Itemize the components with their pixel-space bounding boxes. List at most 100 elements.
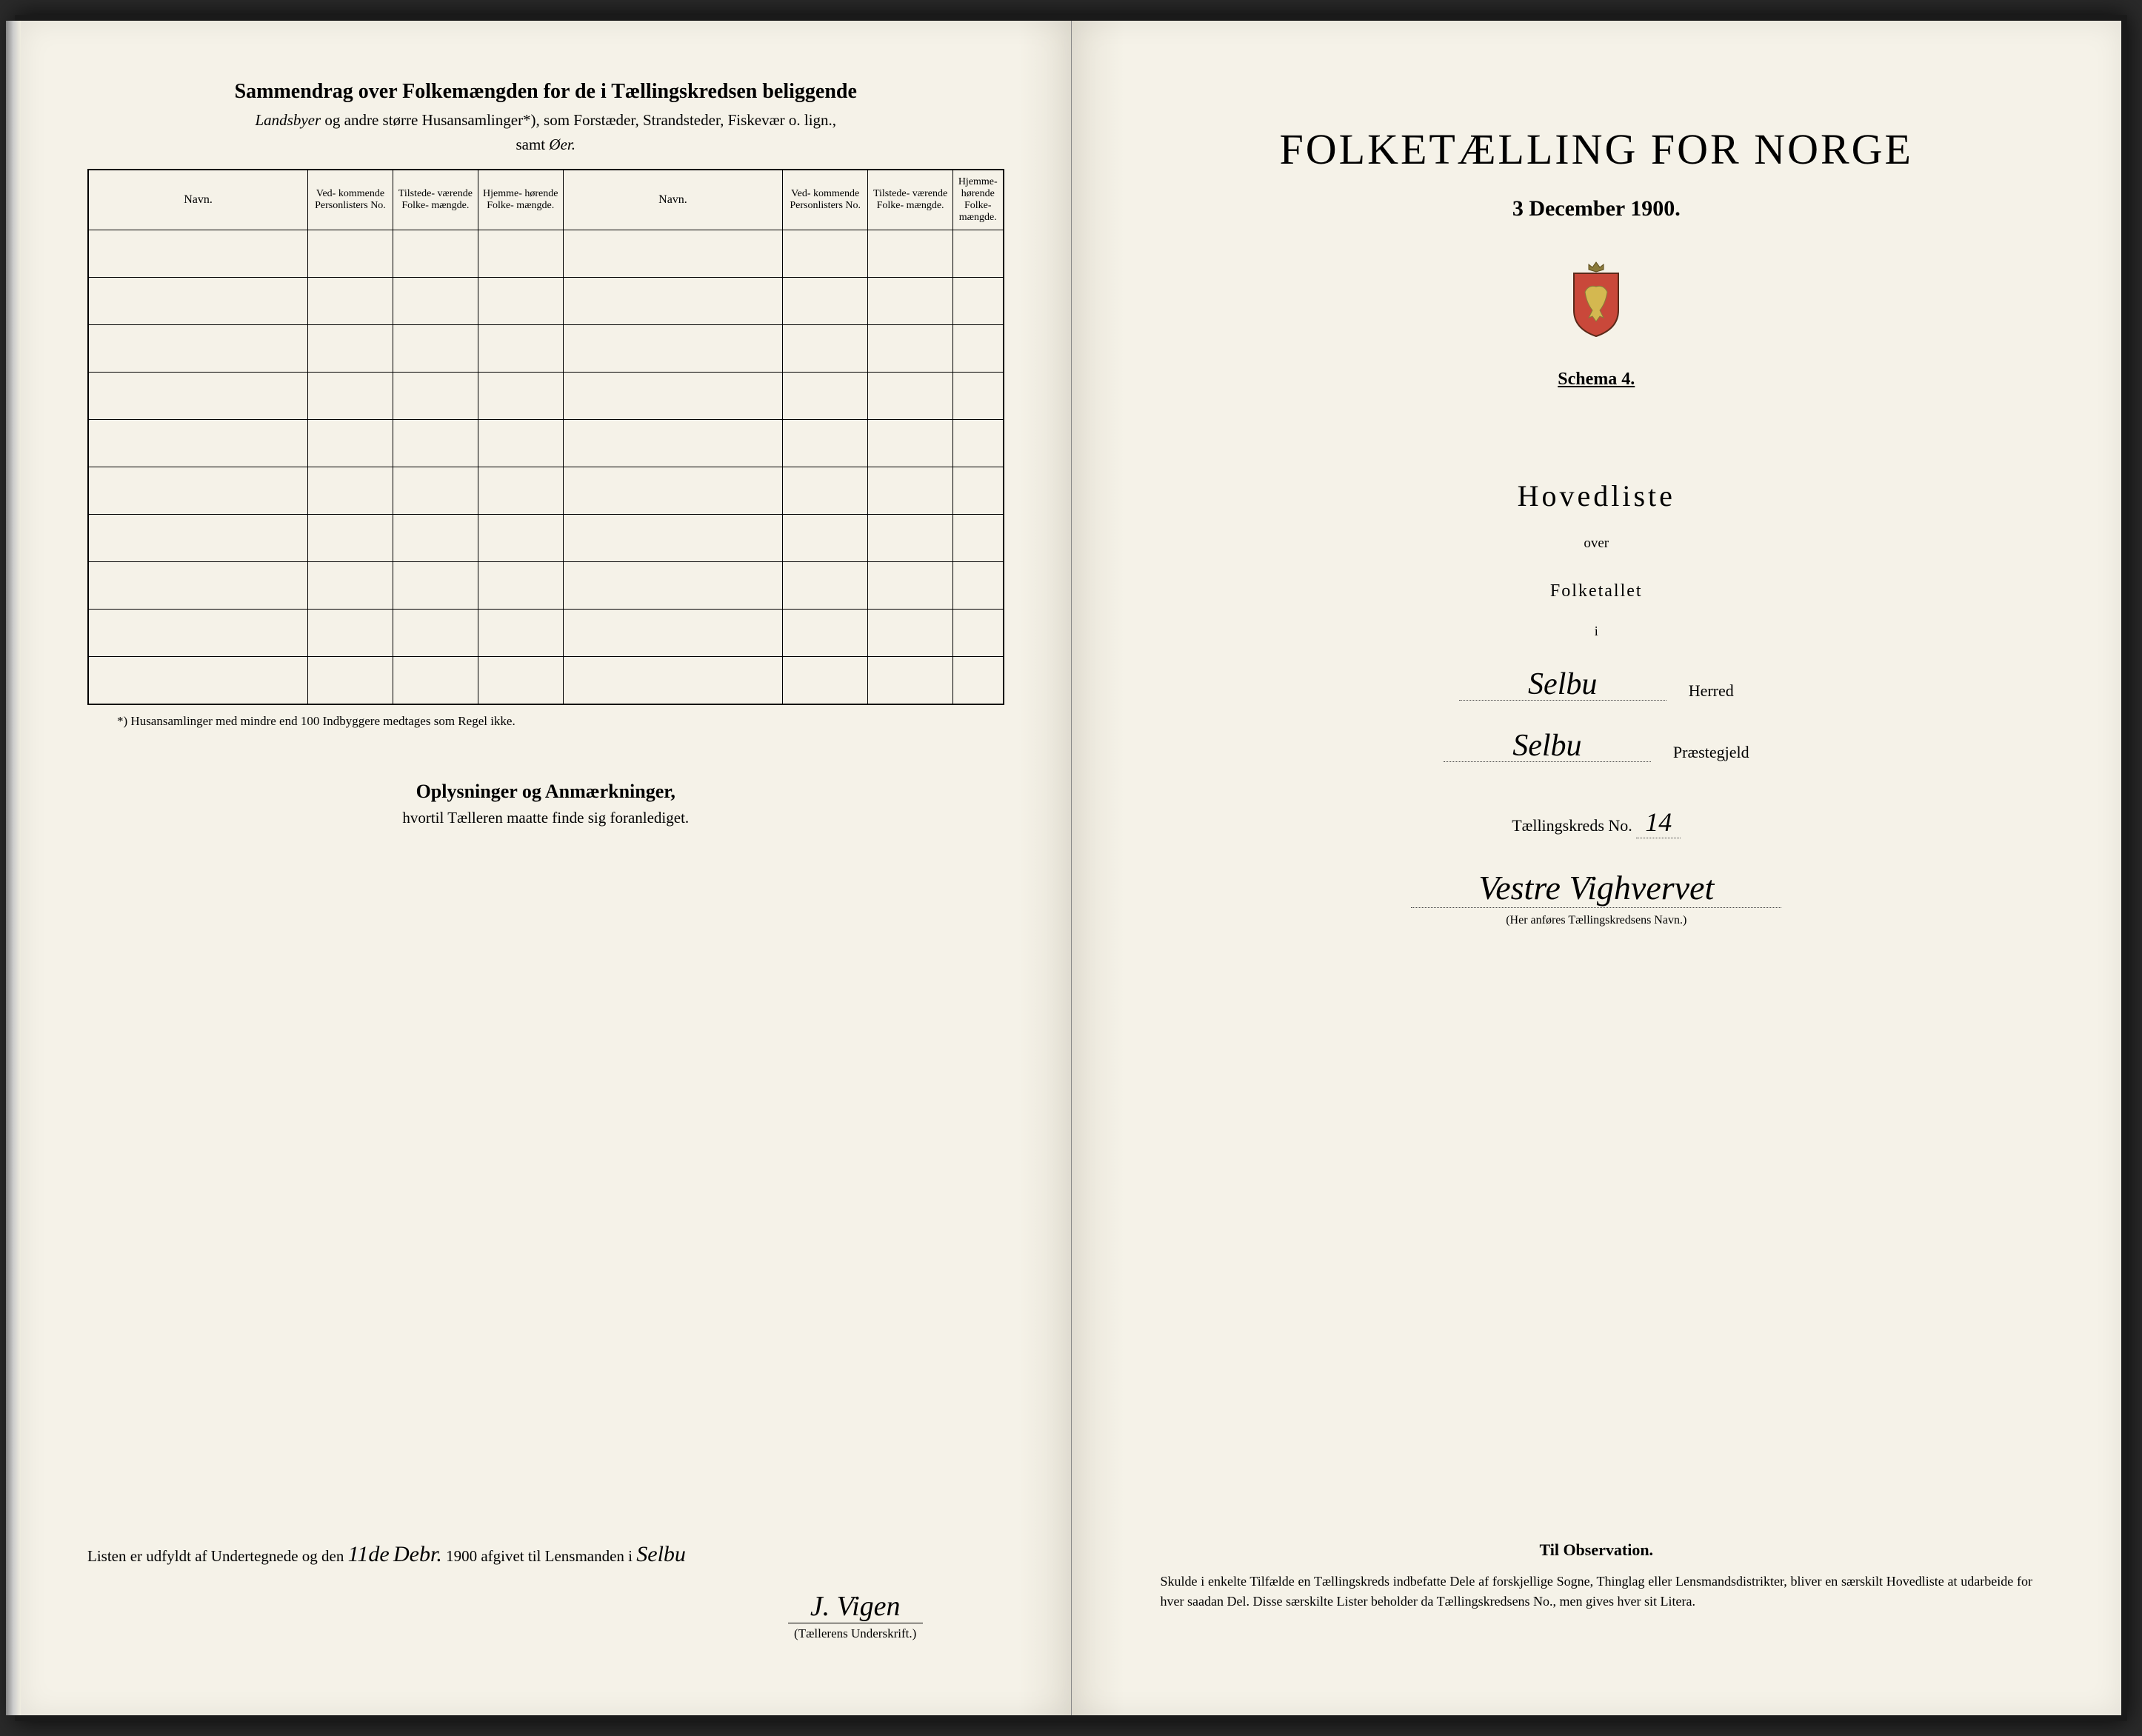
table-cell xyxy=(393,515,478,562)
kreds-prefix: Tællingskreds No. xyxy=(1512,816,1636,835)
table-cell xyxy=(783,278,868,325)
schema-label: Schema 4. xyxy=(1138,370,2055,390)
left-subtitle-2: samt Øer. xyxy=(87,136,1004,154)
table-cell xyxy=(478,467,563,515)
table-cell xyxy=(868,278,953,325)
table-cell xyxy=(88,562,308,610)
table-cell xyxy=(953,657,1004,704)
table-row xyxy=(88,515,1004,562)
table-cell xyxy=(563,230,783,278)
table-cell xyxy=(783,420,868,467)
bottom-attestation: Listen er udfyldt af Undertegnede og den… xyxy=(87,1542,1004,1567)
census-date: 3 December 1900. xyxy=(1138,196,2055,221)
table-row xyxy=(88,610,1004,657)
table-cell xyxy=(308,467,393,515)
herred-value: Selbu xyxy=(1459,669,1666,701)
table-cell xyxy=(478,420,563,467)
table-cell xyxy=(88,420,308,467)
table-cell xyxy=(783,230,868,278)
table-row xyxy=(88,230,1004,278)
table-cell xyxy=(308,373,393,420)
th-navn-2: Navn. xyxy=(563,170,783,230)
table-cell xyxy=(393,420,478,467)
table-cell xyxy=(308,230,393,278)
coat-of-arms-icon xyxy=(1563,258,1629,340)
bottom-day: 11de xyxy=(348,1542,390,1566)
table-cell xyxy=(868,657,953,704)
table-cell xyxy=(478,325,563,373)
subtitle-plain: og andre større Husansamlinger*), som Fo… xyxy=(321,111,836,129)
table-cell xyxy=(783,515,868,562)
table-cell xyxy=(393,278,478,325)
table-cell xyxy=(308,325,393,373)
table-cell xyxy=(868,420,953,467)
right-content: FOLKETÆLLING FOR NORGE 3 December 1900. … xyxy=(1138,80,2055,927)
table-cell xyxy=(88,278,308,325)
table-row xyxy=(88,278,1004,325)
table-row xyxy=(88,562,1004,610)
table-cell xyxy=(953,373,1004,420)
table-cell xyxy=(478,657,563,704)
kreds-note: (Her anføres Tællingskredsens Navn.) xyxy=(1138,914,2055,927)
subtitle-italic: Landsbyer xyxy=(255,111,321,129)
table-cell xyxy=(868,230,953,278)
bottom-month: Debr. xyxy=(393,1542,442,1566)
table-cell xyxy=(953,467,1004,515)
table-cell xyxy=(563,373,783,420)
table-cell xyxy=(563,420,783,467)
table-cell xyxy=(88,515,308,562)
footnote: *) Husansamlinger med mindre end 100 Ind… xyxy=(117,714,1004,729)
table-cell xyxy=(563,657,783,704)
table-cell xyxy=(783,325,868,373)
table-row xyxy=(88,657,1004,704)
table-row xyxy=(88,420,1004,467)
table-cell xyxy=(478,610,563,657)
table-cell xyxy=(308,562,393,610)
table-cell xyxy=(563,467,783,515)
table-cell xyxy=(563,278,783,325)
table-cell xyxy=(88,230,308,278)
table-cell xyxy=(308,515,393,562)
table-cell xyxy=(783,610,868,657)
table-cell xyxy=(868,610,953,657)
table-cell xyxy=(478,230,563,278)
kreds-name: Vestre Vighvervet xyxy=(1411,868,1781,908)
table-cell xyxy=(953,610,1004,657)
table-cell xyxy=(563,515,783,562)
table-cell xyxy=(88,610,308,657)
oplysninger-title: Oplysninger og Anmærkninger, xyxy=(87,781,1004,803)
main-title: FOLKETÆLLING FOR NORGE xyxy=(1138,124,2055,174)
over-label: over xyxy=(1138,535,2055,552)
table-cell xyxy=(783,657,868,704)
th-tilstede-2: Tilstede- værende Folke- mængde. xyxy=(868,170,953,230)
herred-row: Selbu Herred xyxy=(1138,669,2055,701)
table-row xyxy=(88,325,1004,373)
hovedliste-title: Hovedliste xyxy=(1138,478,2055,513)
table-cell xyxy=(393,230,478,278)
left-subtitle: Landsbyer og andre større Husansamlinger… xyxy=(87,111,1004,130)
subtitle2-prefix: samt xyxy=(516,136,549,153)
table-cell xyxy=(88,467,308,515)
folketallet-label: Folketallet xyxy=(1138,581,2055,601)
table-cell xyxy=(308,657,393,704)
table-cell xyxy=(868,325,953,373)
th-hjemme-2: Hjemme- hørende Folke- mængde. xyxy=(953,170,1004,230)
table-cell xyxy=(88,373,308,420)
th-hjemme-1: Hjemme- hørende Folke- mængde. xyxy=(478,170,563,230)
table-cell xyxy=(393,467,478,515)
table-row xyxy=(88,467,1004,515)
th-vedkommende-2: Ved- kommende Personlisters No. xyxy=(783,170,868,230)
table-cell xyxy=(393,562,478,610)
table-cell xyxy=(868,467,953,515)
subtitle2-italic: Øer. xyxy=(549,136,575,153)
observation-block: Til Observation. Skulde i enkelte Tilfæl… xyxy=(1161,1540,2033,1612)
table-cell xyxy=(868,515,953,562)
signature: J. Vigen xyxy=(788,1590,923,1623)
th-navn-1: Navn. xyxy=(88,170,308,230)
table-cell xyxy=(478,373,563,420)
crest-svg xyxy=(1563,258,1629,340)
bottom-place: Selbu xyxy=(636,1542,686,1566)
herred-label: Herred xyxy=(1689,681,1734,701)
bottom-prefix: Listen er udfyldt af Undertegnede og den xyxy=(87,1547,348,1565)
bottom-year: 1900 afgivet til Lensmanden i xyxy=(446,1547,636,1565)
